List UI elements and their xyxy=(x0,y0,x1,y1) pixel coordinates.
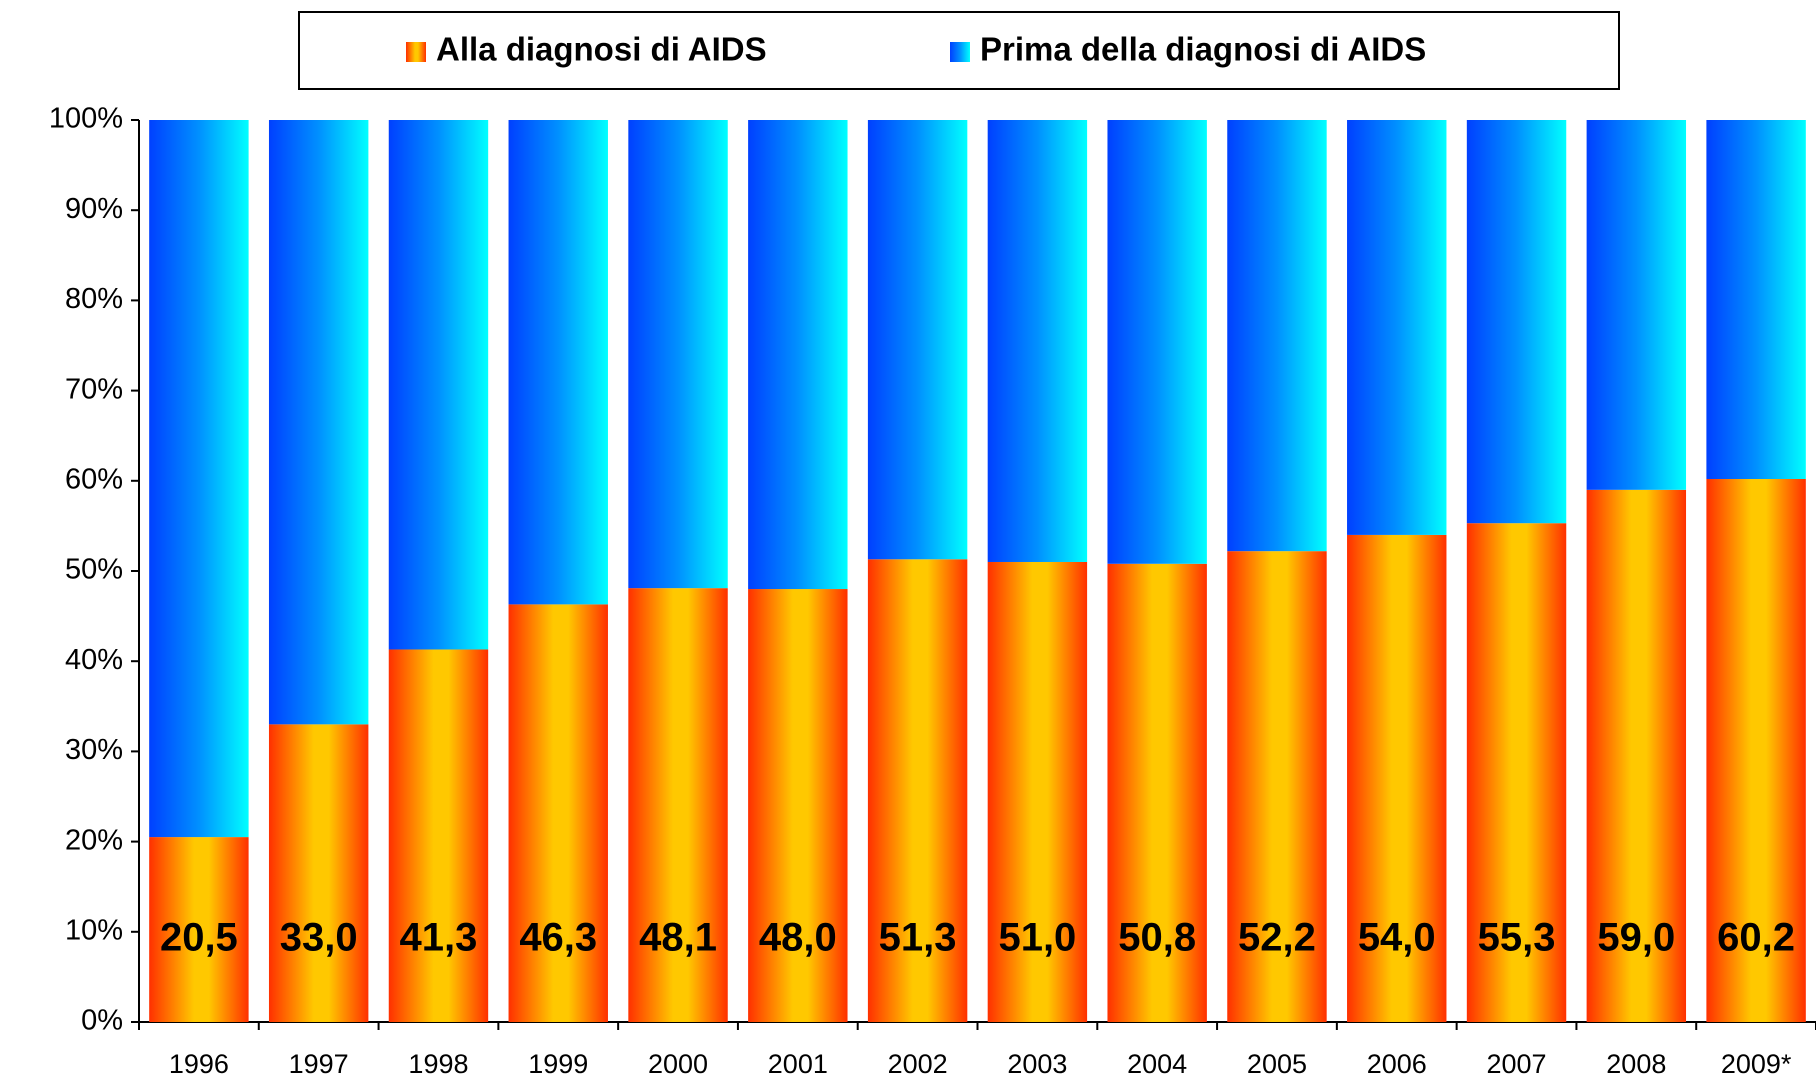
bar-segment xyxy=(149,120,249,838)
value-label: 50,8 xyxy=(1118,915,1196,959)
bar-segment xyxy=(149,837,249,1022)
bar-segment xyxy=(1706,120,1806,479)
x-tick-label: 2008 xyxy=(1606,1049,1666,1079)
bar-segment xyxy=(748,589,848,1022)
bar-segment xyxy=(1466,120,1567,524)
x-tick-label: 1996 xyxy=(169,1049,229,1079)
bar-segment xyxy=(1347,534,1447,1022)
y-tick-label: 100% xyxy=(49,103,123,135)
legend-label: Prima della diagnosi di AIDS xyxy=(980,31,1426,68)
bar-segment xyxy=(1586,489,1687,1022)
x-tick-label: 1997 xyxy=(289,1049,349,1079)
bar-segment xyxy=(987,120,1088,562)
value-label: 54,0 xyxy=(1358,915,1436,959)
value-label: 46,3 xyxy=(519,915,597,959)
x-tick-label: 2000 xyxy=(648,1049,708,1079)
y-tick-label: 70% xyxy=(65,373,123,405)
value-label: 48,1 xyxy=(639,915,717,959)
y-tick-label: 50% xyxy=(65,554,123,586)
legend-label: Alla diagnosi di AIDS xyxy=(436,31,767,68)
value-label: 52,2 xyxy=(1238,915,1316,959)
y-tick-label: 60% xyxy=(65,463,123,495)
value-label: 48,0 xyxy=(759,915,837,959)
bar-segment xyxy=(508,604,608,1022)
value-label: 51,0 xyxy=(998,915,1076,959)
value-label: 20,5 xyxy=(160,915,238,959)
x-tick-label: 2003 xyxy=(1007,1049,1067,1079)
x-tick-label: 2005 xyxy=(1247,1049,1307,1079)
y-tick-label: 90% xyxy=(65,193,123,225)
bar-segment xyxy=(1347,120,1447,535)
value-label: 33,0 xyxy=(280,915,358,959)
legend-swatch xyxy=(406,42,426,62)
value-label: 41,3 xyxy=(400,915,478,959)
y-tick-label: 20% xyxy=(65,824,123,856)
bar-segment xyxy=(388,649,489,1022)
x-tick-label: 1999 xyxy=(528,1049,588,1079)
y-tick-label: 30% xyxy=(65,734,123,766)
x-tick-label: 2004 xyxy=(1127,1049,1187,1079)
bar-segment xyxy=(748,120,848,590)
y-tick-label: 80% xyxy=(65,283,123,315)
bar-segment xyxy=(1107,120,1207,564)
x-tick-label: 2001 xyxy=(768,1049,828,1079)
y-tick-label: 0% xyxy=(81,1005,123,1037)
x-tick-label: 2002 xyxy=(888,1049,948,1079)
bar-segment xyxy=(628,588,728,1022)
bar-segment xyxy=(1466,523,1567,1022)
bar-segment xyxy=(1107,563,1207,1022)
bar-segment xyxy=(268,120,369,725)
bar-segment xyxy=(987,561,1088,1022)
y-tick-label: 40% xyxy=(65,644,123,676)
x-tick-label: 2009* xyxy=(1721,1049,1792,1079)
value-label: 60,2 xyxy=(1717,915,1795,959)
bar-segment xyxy=(508,120,608,605)
bar-segment xyxy=(867,559,968,1022)
value-label: 55,3 xyxy=(1478,915,1556,959)
x-tick-label: 2006 xyxy=(1367,1049,1427,1079)
y-tick-label: 10% xyxy=(65,914,123,946)
value-label: 51,3 xyxy=(879,915,957,959)
legend-swatch xyxy=(950,42,970,62)
bar-segment xyxy=(628,120,728,589)
bar-segment xyxy=(867,120,968,560)
value-label: 59,0 xyxy=(1597,915,1675,959)
bar-segment xyxy=(388,120,489,650)
x-tick-label: 1998 xyxy=(408,1049,468,1079)
bar-segment xyxy=(1227,551,1327,1022)
bar-segment xyxy=(1586,120,1687,490)
x-tick-label: 2007 xyxy=(1486,1049,1546,1079)
bar-segment xyxy=(1706,478,1806,1023)
bar-segment xyxy=(268,724,369,1022)
bar-segment xyxy=(1227,120,1327,552)
